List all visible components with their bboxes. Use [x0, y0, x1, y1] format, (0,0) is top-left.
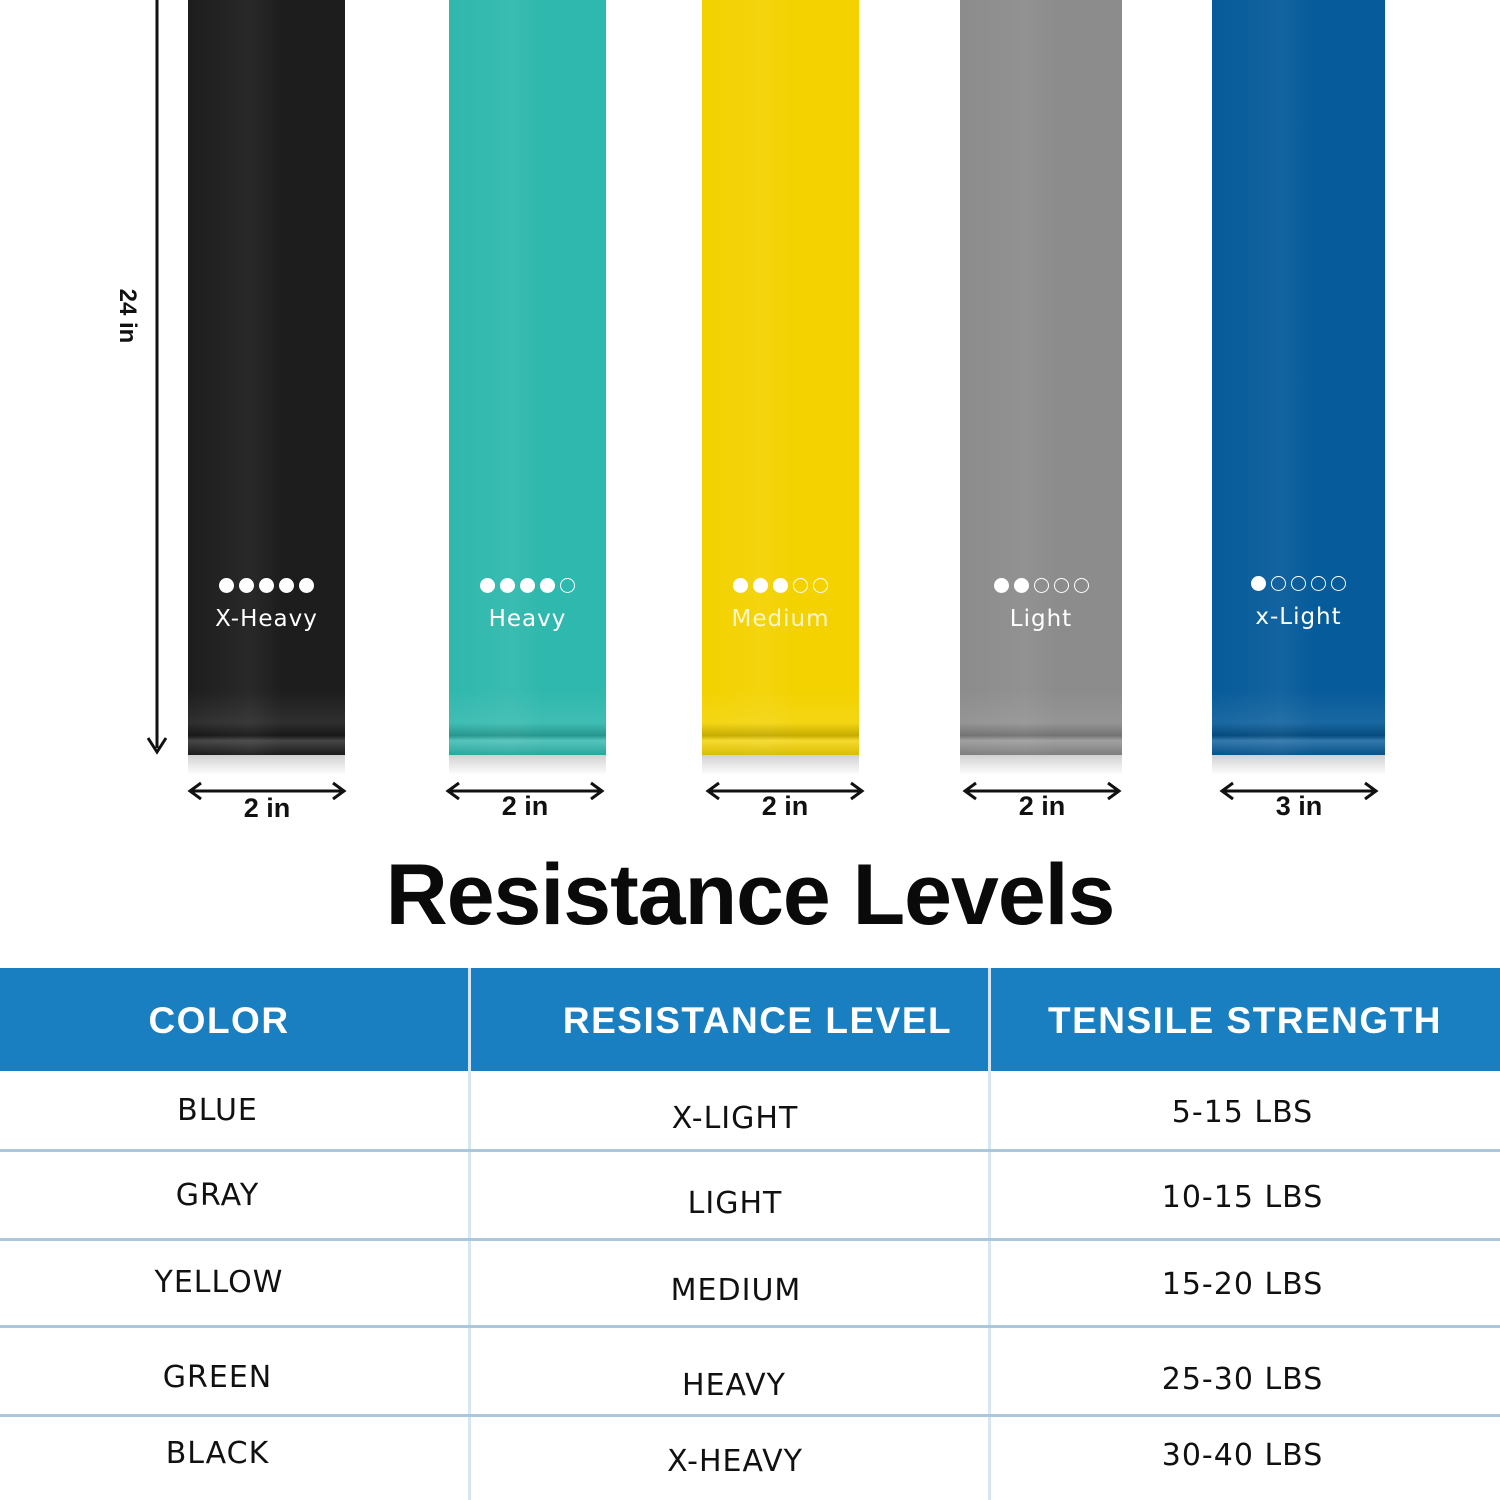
length-label: 24 in [114, 288, 141, 344]
filled-dot-icon [279, 578, 294, 593]
cell-resistance-level: X-HEAVY [667, 1444, 803, 1479]
empty-dot-icon [813, 578, 828, 593]
resistance-dots [188, 578, 345, 593]
width-label: 2 in [1018, 791, 1066, 821]
width-measure: 2 in [962, 778, 1122, 828]
empty-dot-icon [1073, 578, 1089, 593]
double-arrow-icon [187, 781, 347, 801]
band-label: Light [1009, 606, 1073, 632]
empty-dot-icon [1053, 578, 1069, 593]
row-divider [0, 1414, 1500, 1417]
band-light: Light [960, 0, 1122, 775]
filled-dot-icon [1251, 576, 1266, 591]
filled-dot-icon [219, 578, 234, 593]
filled-dot-icon [520, 578, 535, 593]
cell-color: GRAY [175, 1178, 260, 1213]
filled-dot-icon [773, 578, 788, 593]
row-divider [0, 1149, 1500, 1152]
empty-dot-icon [1331, 576, 1346, 591]
cell-tensile-strength: 5-15 LBS [1171, 1095, 1314, 1130]
filled-dot-icon [259, 578, 274, 593]
band-x-light: x-Light [1212, 0, 1385, 775]
double-arrow-icon [962, 781, 1122, 801]
resistance-table: COLOR RESISTANCE LEVEL TENSILE STRENGTH … [0, 968, 1500, 1500]
empty-dot-icon [1033, 578, 1049, 593]
table-header: COLOR RESISTANCE LEVEL TENSILE STRENGTH [0, 968, 1500, 1071]
empty-dot-icon [1271, 576, 1286, 591]
filled-dot-icon [480, 578, 495, 593]
width-measure: 2 in [445, 778, 605, 828]
cell-color: YELLOW [154, 1265, 284, 1300]
band-heavy: Heavy [449, 0, 606, 775]
length-arrow-icon [146, 0, 168, 755]
cell-resistance-level: LIGHT [687, 1186, 783, 1221]
width-measure: 2 in [187, 778, 347, 828]
band-x-heavy: X-Heavy [188, 0, 345, 775]
cell-resistance-level: HEAVY [682, 1368, 786, 1403]
empty-dot-icon [1311, 576, 1326, 591]
filled-dot-icon [540, 578, 555, 593]
cell-resistance-level: MEDIUM [670, 1273, 802, 1308]
empty-dot-icon [793, 578, 808, 593]
band-label: Medium [731, 606, 830, 632]
width-measure: 2 in [705, 778, 865, 828]
column-header-tensile-strength: TENSILE STRENGTH [1047, 1000, 1443, 1041]
cell-tensile-strength: 15-20 LBS [1161, 1267, 1324, 1302]
cell-tensile-strength: 10-15 LBS [1161, 1180, 1324, 1215]
page-title: Resistance Levels [385, 847, 1116, 943]
double-arrow-icon [705, 781, 865, 801]
cell-color: BLACK [165, 1436, 270, 1471]
resistance-dots [449, 578, 606, 593]
filled-dot-icon [239, 578, 254, 593]
column-divider [988, 968, 991, 1500]
filled-dot-icon [753, 578, 768, 593]
cell-tensile-strength: 30-40 LBS [1161, 1438, 1324, 1473]
band-label: X-Heavy [215, 606, 318, 632]
cell-resistance-level: X-LIGHT [671, 1101, 799, 1136]
column-divider [468, 968, 471, 1500]
row-divider [0, 1325, 1500, 1328]
resistance-dots [1212, 576, 1385, 591]
filled-dot-icon [993, 578, 1009, 593]
cell-color: GREEN [162, 1360, 273, 1395]
width-label: 2 in [501, 791, 549, 821]
row-divider [0, 1238, 1500, 1241]
band-medium: Medium [702, 0, 859, 775]
double-arrow-icon [1219, 781, 1379, 801]
column-header-resistance-level: RESISTANCE LEVEL [562, 1000, 953, 1041]
resistance-dots [960, 578, 1122, 593]
empty-dot-icon [560, 578, 575, 593]
resistance-dots [702, 578, 859, 593]
cell-color: BLUE [177, 1093, 258, 1128]
band-label: Heavy [488, 606, 567, 632]
double-arrow-icon [445, 781, 605, 801]
width-label: 2 in [761, 791, 809, 821]
filled-dot-icon [500, 578, 515, 593]
cell-tensile-strength: 25-30 LBS [1161, 1362, 1324, 1397]
width-measure: 3 in [1219, 778, 1379, 828]
filled-dot-icon [733, 578, 748, 593]
filled-dot-icon [299, 578, 314, 593]
column-header-color: COLOR [148, 1000, 290, 1041]
filled-dot-icon [1013, 578, 1029, 593]
empty-dot-icon [1291, 576, 1306, 591]
width-label: 2 in [243, 793, 291, 823]
band-label: x-Light [1255, 604, 1342, 630]
width-label: 3 in [1275, 791, 1323, 821]
